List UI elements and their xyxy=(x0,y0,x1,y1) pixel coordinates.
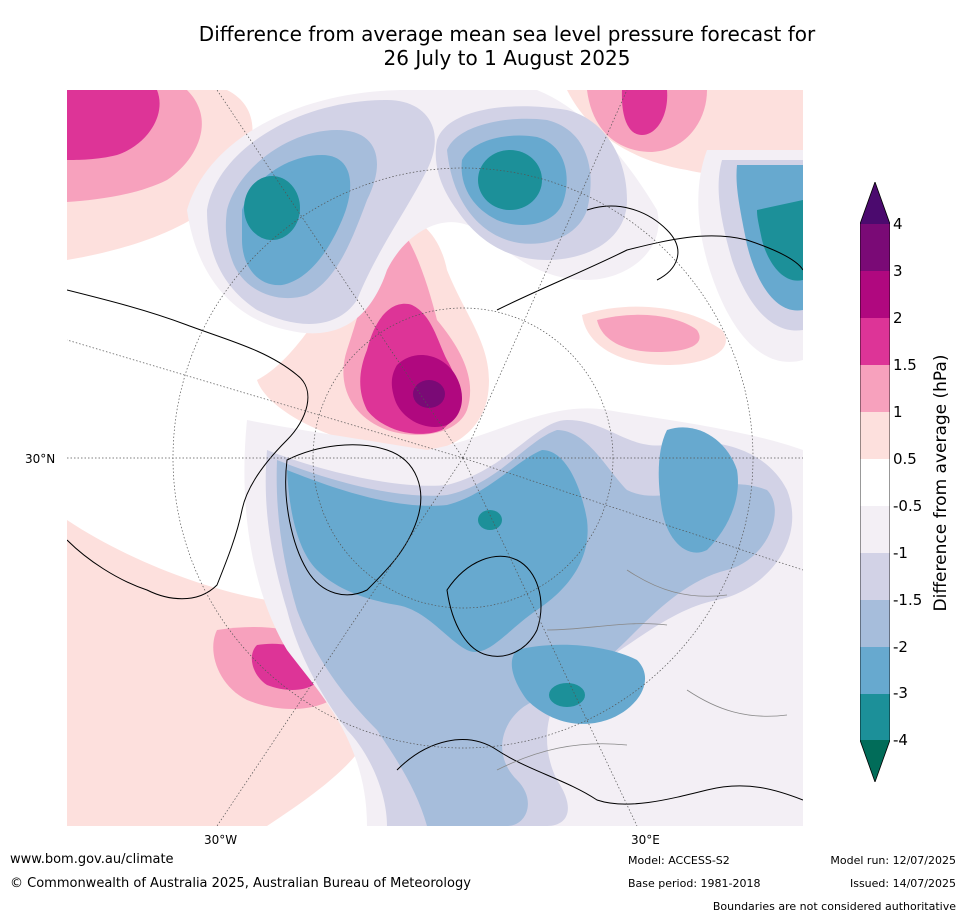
colorbar-tick-m3: -3 xyxy=(893,684,908,702)
lat-label-30n: 30°N xyxy=(25,452,56,466)
colorbar-extend-bottom xyxy=(860,740,890,782)
anomaly-neg-2-central-asia xyxy=(658,427,738,553)
graticule xyxy=(67,90,803,826)
colorbar xyxy=(860,182,890,782)
colorbar-tick-m0.5: -0.5 xyxy=(893,497,923,515)
colorbar-extend-top xyxy=(860,182,890,224)
colorbar-band-2-3 xyxy=(860,271,890,318)
chart-title: Difference from average mean sea level p… xyxy=(0,22,965,70)
colorbar-band-0.5-1 xyxy=(860,412,890,459)
anomaly-neg-3-mediterranean xyxy=(549,683,585,707)
colorbar-band-m1.5-m2 xyxy=(860,600,890,647)
border-central-asia xyxy=(686,689,788,717)
colorbar-tick-m1.5: -1.5 xyxy=(893,591,923,609)
coastlines xyxy=(67,205,803,805)
anomaly-pos-1.5-northwest xyxy=(67,90,160,160)
colorbar-band-3-4 xyxy=(860,224,890,271)
colorbar-tick-2: 2 xyxy=(893,309,903,327)
anomaly-pos-1.5-northeast xyxy=(621,90,668,135)
anomaly-pos-1-asia xyxy=(597,314,700,352)
lon-label-30w: 30°W xyxy=(204,833,238,847)
title-line-1: Difference from average mean sea level p… xyxy=(198,22,816,46)
graticule-meridian-4 xyxy=(462,457,803,571)
colorbar-tick-m1: -1 xyxy=(893,544,908,562)
colorbar-tick-m4: -4 xyxy=(893,731,908,749)
footer-model-run: Model run: 12/07/2025 xyxy=(830,854,956,867)
pressure-anomaly-map xyxy=(67,90,803,826)
anomaly-neg-2-mediterranean xyxy=(511,644,646,724)
anomaly-neg-2-arctic-europe xyxy=(287,450,588,652)
border-russia-west xyxy=(546,623,668,631)
colorbar-tick-1.5: 1.5 xyxy=(893,356,917,374)
graticule-meridian-2 xyxy=(462,457,638,826)
anomaly-neg-3-siberia xyxy=(478,150,542,210)
colorbar-band-1-1.5 xyxy=(860,365,890,412)
footer-model: Model: ACCESS-S2 xyxy=(628,854,730,867)
border-europe xyxy=(496,743,628,771)
colorbar-band-m1-m1.5 xyxy=(860,553,890,600)
anomaly-neg-3-north-atlantic xyxy=(244,176,300,240)
colorbar-tick-m2: -2 xyxy=(893,638,908,656)
colorbar-tick-1: 1 xyxy=(893,403,903,421)
colorbar-tick-4: 4 xyxy=(893,215,903,233)
lon-label-30e: 30°E xyxy=(631,833,660,847)
colorbar-band-neutral xyxy=(860,459,890,506)
footer-base-period: Base period: 1981-2018 xyxy=(628,877,761,890)
title-line-2: 26 July to 1 August 2025 xyxy=(383,46,631,70)
coastline-alaska xyxy=(586,205,679,281)
colorbar-band-m0.5-m1 xyxy=(860,506,890,553)
footer-issued: Issued: 14/07/2025 xyxy=(849,877,956,890)
anomaly-neg-3-greenland-sea xyxy=(478,510,502,530)
colorbar-band-m3-m4 xyxy=(860,694,890,740)
footer-website: www.bom.gov.au/climate xyxy=(10,852,174,867)
graticule-meridian-1 xyxy=(216,457,464,826)
map-panel xyxy=(67,90,803,826)
footer-disclaimer: Boundaries are not considered authoritat… xyxy=(712,900,956,913)
colorbar-band-m2-m3 xyxy=(860,647,890,694)
graticule-meridian-3 xyxy=(67,339,464,459)
coastline-north-america xyxy=(67,289,309,600)
coastline-europe xyxy=(396,739,803,805)
colorbar-title: Difference from average (hPa) xyxy=(931,354,951,612)
border-russia-south xyxy=(626,569,728,597)
footer-copyright: © Commonwealth of Australia 2025, Austra… xyxy=(10,876,471,891)
coastline-siberia xyxy=(496,235,803,311)
graticule-meridian-5 xyxy=(216,90,464,459)
colorbar-tick-0.5: 0.5 xyxy=(893,450,917,468)
colorbar-tick-3: 3 xyxy=(893,262,903,280)
colorbar-band-1.5-2 xyxy=(860,318,890,365)
anomaly-pos-3-arctic xyxy=(413,380,445,408)
country-borders xyxy=(496,569,788,771)
graticule-meridian-6 xyxy=(462,90,628,459)
coastline-scandinavia xyxy=(446,555,542,657)
anomaly-neg-3-alaska xyxy=(757,200,803,281)
